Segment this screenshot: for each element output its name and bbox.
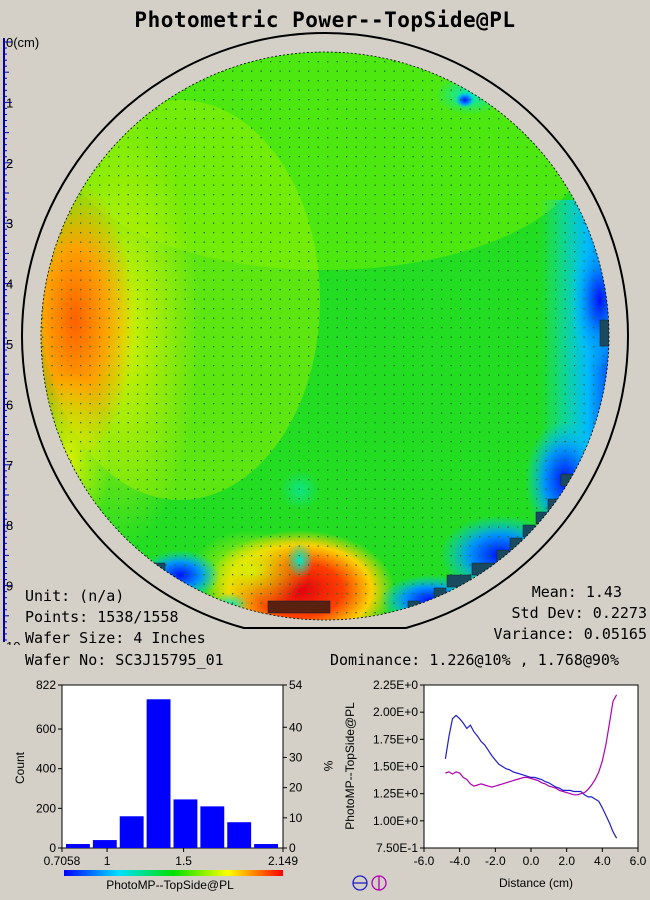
line-x-tick-label: 0.0 [523,854,540,868]
histogram-chart[interactable]: 0 200 400 600 822 0 10 20 30 40 54 0.7058 1 1.5 2.14… [0,676,340,900]
variance-label: Variance: 0.05165 [493,625,647,643]
histogram-x-axis-label: PhotoMP--TopSide@PL [106,878,234,892]
line-y-tick-label: 2.00E+0 [373,705,418,719]
histogram-y-axis-label: Count [13,751,27,784]
histogram-bar [254,844,278,848]
wafer-no-label: Wafer No: SC3J15795_01 [25,651,224,669]
ruler-label: 3 [6,216,13,231]
histogram-y2-tick-label: 30 [289,750,303,764]
histogram-bar [66,844,90,848]
histogram-y2-tick-label: 20 [289,781,303,795]
histogram-y2-tick-label: 10 [289,811,303,825]
page-title: Photometric Power--TopSide@PL [134,8,516,32]
line-x-axis-label: Distance (cm) [499,876,573,890]
line-x-tick-label: 6.0 [630,854,647,868]
histogram-bar [227,822,252,848]
histogram-x-tick-label: 0.7058 [44,854,81,868]
ruler-label: 7 [6,458,13,473]
histogram-bar [92,840,117,848]
points-label: Points: 1538/1558 [25,608,179,626]
histogram-y-tick-label: 400 [36,762,56,776]
histogram-x-tick-label: 2.149 [268,854,298,868]
wafer-size-label: Wafer Size: 4 Inches [25,629,206,647]
ruler-label: 10 [6,639,20,645]
ruler-unit-label: 0(cm) [6,35,39,50]
line-y-tick-label: 1.25E+0 [373,787,418,801]
std-dev-label: Std Dev: 0.2273 [511,604,647,622]
histogram-y-tick-label: 822 [36,678,56,692]
histogram-bar [200,806,225,848]
histogram-y-tick-label: 600 [36,722,56,736]
blue-circle-line-icon[interactable] [352,875,368,891]
mean-label: Mean: 1.43 [531,583,622,601]
line-y-tick-label: 7.50E-1 [376,841,418,855]
color-scale-bar [64,870,283,876]
line-x-tick-label: -4.0 [449,854,470,868]
line-y-axis-label: PhotoMP--TopSide@PL [343,702,357,830]
wafer-heatmap [41,52,609,620]
ruler-label: 9 [6,579,13,594]
vertical-ruler: 0(cm) 1 2 3 4 5 6 7 8 9 10 [3,35,39,645]
ruler-label: 1 [6,95,13,110]
ruler-label: 5 [6,337,13,352]
line-y-tick-label: 1.00E+0 [373,814,418,828]
ruler-label: 4 [6,277,13,292]
line-profile-chart[interactable]: 7.50E-1 1.00E+0 1.25E+0 1.50E+0 1.75E+0 2.00E… [340,676,650,900]
histogram-y2-tick-label: 40 [289,720,303,734]
wafer-map[interactable] [0,0,650,680]
line-y-tick-label: 1.75E+0 [373,732,418,746]
histogram-y2-tick-label: 0 [289,841,296,855]
line-y-tick-label: 2.25E+0 [373,678,418,692]
ruler-label: 6 [6,397,13,412]
ruler-label: 2 [6,156,13,171]
histogram-bar [173,799,198,848]
histogram-bar [146,699,171,848]
histogram-y-tick-label: 0 [49,841,56,855]
histogram-bar [119,816,144,848]
series-2-line [445,694,618,796]
magenta-circle-cross-icon[interactable] [371,875,387,891]
ruler-label: 8 [6,518,13,533]
line-x-tick-label: 2.0 [558,854,575,868]
histogram-x-tick-label: 1 [104,854,111,868]
histogram-y2-tick-label: 54 [289,678,303,692]
histogram-y2-axis-label: % [321,761,335,772]
unit-label: Unit: (n/a) [25,587,125,605]
dominance-label: Dominance: 1.226@10% , 1.768@90% [330,651,619,669]
histogram-y-tick-label: 200 [36,801,56,815]
histogram-x-tick-label: 1.5 [175,854,192,868]
series-1-line [444,714,618,839]
line-x-tick-label: -6.0 [414,854,435,868]
line-x-tick-label: -2.0 [485,854,506,868]
line-y-tick-label: 1.50E+0 [373,760,418,774]
line-x-tick-label: 4.0 [594,854,611,868]
